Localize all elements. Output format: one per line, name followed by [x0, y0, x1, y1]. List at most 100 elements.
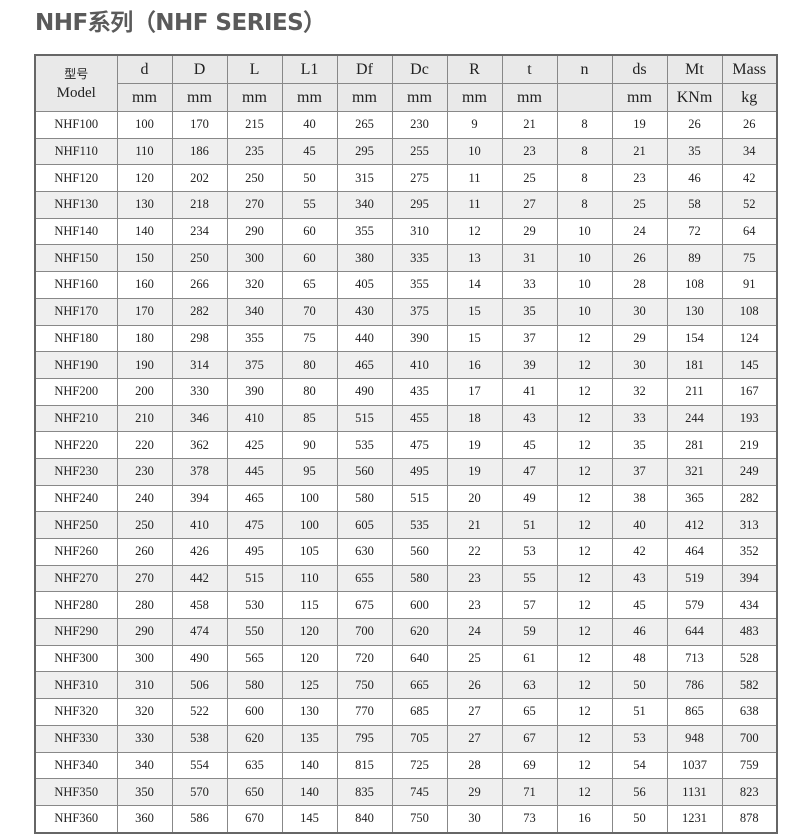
value-cell: 515: [391, 484, 448, 513]
value-cell: 586: [171, 804, 228, 834]
value-cell: 355: [336, 217, 393, 246]
value-cell: 59: [501, 618, 558, 646]
model-cell: NHF270: [34, 564, 118, 593]
model-cell: NHF250: [34, 511, 118, 539]
value-cell: 565: [226, 644, 283, 673]
value-cell: 115: [281, 591, 338, 620]
model-cell: NHF280: [34, 591, 118, 620]
value-cell: 14: [446, 271, 503, 299]
value-cell: 80: [281, 377, 338, 406]
value-cell: 580: [336, 484, 393, 513]
unit-header: mm: [391, 83, 448, 112]
value-cell: 19: [446, 457, 503, 486]
value-cell: 25: [611, 191, 668, 219]
table-row: NHF260 260 426 495 105 630 560 22 53 12 42 464 352: [34, 538, 778, 566]
value-cell: 35: [666, 137, 723, 166]
value-cell: 21: [501, 111, 558, 139]
value-cell: 878: [721, 804, 778, 834]
column-header-d: D: [171, 54, 228, 84]
value-cell: 290: [226, 217, 283, 246]
value-cell: 27: [501, 191, 558, 219]
value-cell: 211: [666, 377, 723, 406]
value-cell: 32: [611, 377, 668, 406]
value-cell: 440: [336, 324, 393, 353]
value-cell: 95: [281, 457, 338, 486]
value-cell: 53: [501, 538, 558, 566]
value-cell: 412: [666, 511, 723, 539]
value-cell: 35: [501, 297, 558, 326]
value-cell: 48: [611, 644, 668, 673]
value-cell: 580: [226, 671, 283, 700]
value-cell: 21: [446, 511, 503, 539]
model-cell: NHF230: [34, 457, 118, 486]
table-row: NHF140 140 234 290 60 355 310 12 29 10 24 72 64: [34, 217, 778, 246]
value-cell: 22: [446, 538, 503, 566]
value-cell: 295: [336, 137, 393, 166]
value-cell: 495: [391, 457, 448, 486]
value-cell: 234: [171, 217, 228, 246]
value-cell: 352: [721, 538, 778, 566]
value-cell: 12: [556, 618, 613, 646]
value-cell: 160: [116, 271, 173, 299]
value-cell: 29: [501, 217, 558, 246]
value-cell: 28: [446, 751, 503, 780]
column-header-l: L: [226, 54, 283, 84]
value-cell: 125: [281, 671, 338, 700]
value-cell: 145: [721, 351, 778, 379]
value-cell: 506: [171, 671, 228, 700]
value-cell: 570: [171, 778, 228, 806]
table-row: NHF100 100 170 215 40 265 230 9 21 8 19 26 26: [34, 111, 778, 139]
value-cell: 340: [226, 297, 283, 326]
column-header-n: n: [556, 54, 613, 84]
value-cell: 130: [281, 698, 338, 726]
value-cell: 250: [171, 244, 228, 273]
value-cell: 12: [556, 724, 613, 753]
value-cell: 45: [611, 591, 668, 620]
value-cell: 35: [611, 431, 668, 459]
header-row-units: mm mm mm mm mm mm mm mm mm KNm kg: [35, 83, 778, 112]
value-cell: 73: [501, 804, 558, 834]
model-cell: NHF260: [34, 538, 118, 566]
table-row: NHF300 300 490 565 120 720 640 25 61 12 48 713 528: [34, 644, 778, 673]
value-cell: 38: [611, 484, 668, 513]
unit-header: mm: [611, 83, 668, 112]
value-cell: 219: [721, 431, 778, 459]
unit-header: kg: [721, 83, 778, 112]
model-cell: NHF360: [34, 804, 118, 834]
value-cell: 475: [391, 431, 448, 459]
value-cell: 91: [721, 271, 778, 299]
model-cell: NHF330: [34, 724, 118, 753]
value-cell: 28: [611, 271, 668, 299]
value-cell: 770: [336, 698, 393, 726]
value-cell: 475: [226, 511, 283, 539]
value-cell: 43: [611, 564, 668, 593]
value-cell: 635: [226, 751, 283, 780]
value-cell: 550: [226, 618, 283, 646]
value-cell: 270: [116, 564, 173, 593]
value-cell: 180: [116, 324, 173, 353]
model-cell: NHF160: [34, 271, 118, 299]
value-cell: 120: [281, 618, 338, 646]
table-row: NHF280 280 458 530 115 675 600 23 57 12 45 579 434: [34, 591, 778, 620]
value-cell: 464: [666, 538, 723, 566]
unit-header: mm: [171, 83, 228, 112]
column-header-l1: L1: [281, 54, 338, 84]
value-cell: 759: [721, 751, 778, 780]
value-cell: 23: [446, 591, 503, 620]
value-cell: 750: [336, 671, 393, 700]
value-cell: 230: [116, 457, 173, 486]
value-cell: 300: [116, 644, 173, 673]
value-cell: 10: [556, 217, 613, 246]
value-cell: 105: [281, 538, 338, 566]
value-cell: 29: [446, 778, 503, 806]
table-row: NHF220 220 362 425 90 535 475 19 45 12 35 281 219: [34, 431, 778, 459]
value-cell: 630: [336, 538, 393, 566]
model-cell: NHF340: [34, 751, 118, 780]
value-cell: 249: [721, 457, 778, 486]
value-cell: 26: [666, 111, 723, 139]
value-cell: 310: [391, 217, 448, 246]
value-cell: 375: [391, 297, 448, 326]
value-cell: 865: [666, 698, 723, 726]
value-cell: 60: [281, 217, 338, 246]
value-cell: 23: [446, 564, 503, 593]
